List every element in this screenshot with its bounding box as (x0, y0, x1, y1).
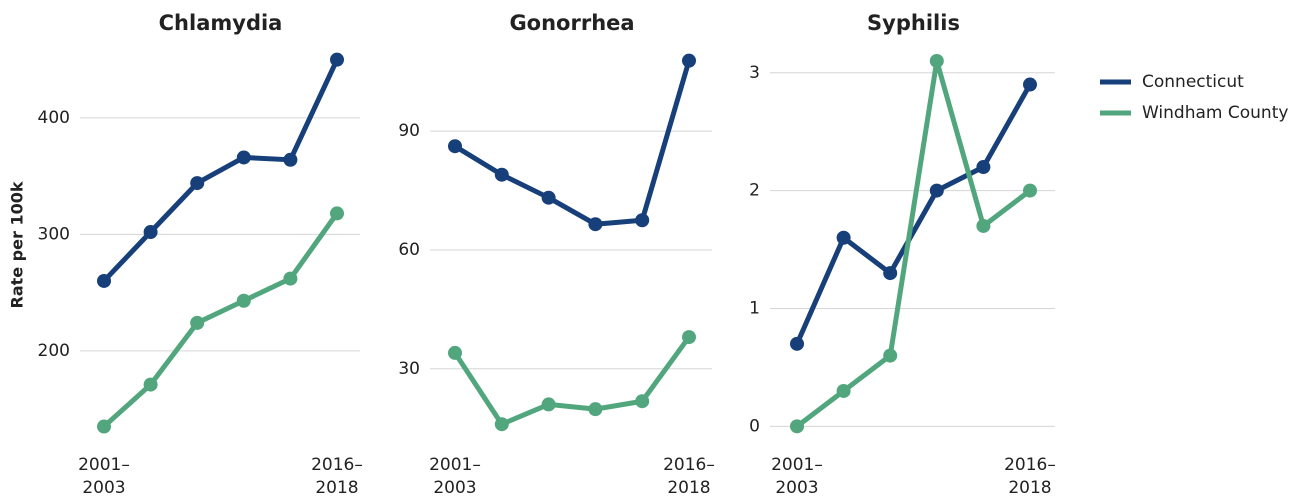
point (976, 218, 991, 233)
x-tick-label: 2001–2003 (771, 455, 823, 496)
x-tick-label: 2016–2018 (1004, 455, 1056, 496)
chart-title: Gonorrhea (509, 11, 634, 35)
point (97, 273, 111, 288)
point (1023, 77, 1037, 92)
point (283, 152, 298, 167)
x-tick-label: 2001–2003 (429, 455, 481, 496)
y-axis-label: Rate per 100k (8, 181, 27, 308)
point (836, 230, 851, 245)
point (883, 266, 898, 281)
point (541, 190, 556, 205)
y-tick-label: 200 (38, 341, 70, 361)
point (588, 402, 603, 417)
point (929, 53, 944, 68)
point (448, 139, 462, 154)
point (494, 167, 509, 182)
point (330, 206, 344, 221)
x-tick-label: 2016–2018 (663, 455, 715, 496)
line (795, 58, 1032, 429)
y-tick-label: 2 (749, 181, 760, 201)
point (236, 150, 251, 165)
point (682, 53, 696, 68)
y-tick-label: 90 (398, 121, 420, 141)
point (330, 52, 344, 67)
x-tick-label: 2001–2003 (78, 455, 130, 496)
y-tick-label: 1 (749, 298, 760, 318)
y-tick-label: 300 (38, 224, 70, 244)
legend-label: Windham County (1142, 103, 1288, 123)
point (929, 183, 944, 198)
y-tick-label: 60 (398, 240, 420, 260)
point (541, 397, 556, 412)
chart-title: Syphilis (867, 11, 960, 35)
point (836, 383, 851, 398)
point (790, 419, 804, 434)
point (236, 293, 251, 308)
y-tick-label: 3 (749, 63, 760, 83)
line (453, 59, 692, 227)
line (794, 83, 1033, 345)
point (143, 225, 158, 240)
point (190, 315, 205, 330)
chart-title: Chlamydia (159, 11, 283, 35)
point (635, 394, 650, 409)
point (494, 417, 509, 432)
point (883, 348, 898, 363)
point (1023, 183, 1037, 198)
point (790, 336, 804, 351)
point (682, 330, 696, 345)
point (190, 176, 205, 191)
line (452, 335, 692, 427)
point (635, 213, 650, 228)
line (102, 211, 340, 429)
point (97, 419, 111, 434)
point (143, 377, 158, 392)
y-tick-label: 30 (398, 359, 420, 379)
y-tick-label: 400 (38, 108, 70, 128)
point (448, 345, 462, 360)
legend-label: Connecticut (1142, 72, 1244, 92)
line (102, 58, 340, 283)
point (588, 217, 603, 232)
point (283, 271, 298, 286)
x-tick-label: 2016–2018 (311, 455, 363, 496)
y-tick-label: 0 (749, 416, 760, 436)
point (976, 160, 991, 175)
